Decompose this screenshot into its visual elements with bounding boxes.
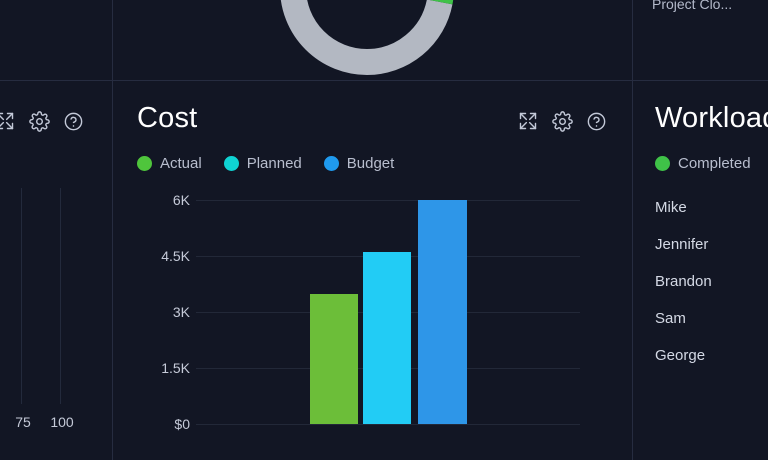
left-chart-gridline	[60, 188, 61, 404]
project-closure-title: Project Clo...	[652, 0, 733, 12]
workload-person-row: Mike	[655, 199, 687, 216]
bar-actual[interactable]	[310, 294, 358, 424]
expand-icon[interactable]	[517, 110, 539, 132]
workload-person-row: George	[655, 347, 706, 364]
bar-planned[interactable]	[363, 252, 411, 424]
legend-swatch-actual	[137, 156, 152, 171]
y-axis-tick: 3K	[172, 304, 190, 320]
panel-divider-right	[632, 0, 633, 460]
workload-title: Workload	[655, 102, 768, 134]
left-chart-xtick: 75	[15, 414, 31, 430]
y-axis-tick: 4.5K	[161, 248, 190, 264]
workload-person-row: Brandon	[655, 273, 712, 290]
legend-label-planned: Planned	[246, 155, 302, 172]
legend-item-budget[interactable]: Budget	[323, 155, 395, 172]
legend-swatch-completed	[655, 156, 670, 171]
cost-legend: Actual Planned Budget	[137, 155, 394, 172]
chart-gridline	[196, 200, 580, 201]
left-chart-gridline	[21, 188, 22, 404]
legend-label-completed: Completed	[678, 155, 751, 172]
panel-divider-left	[112, 0, 113, 460]
project-progress-donut	[275, 0, 459, 80]
legend-swatch-planned	[223, 156, 239, 171]
legend-item-completed[interactable]: Completed	[655, 155, 751, 172]
help-icon[interactable]	[585, 110, 607, 132]
expand-icon[interactable]	[0, 110, 16, 132]
y-axis-tick: $0	[174, 416, 190, 432]
cost-bar-chart	[196, 200, 580, 425]
help-icon[interactable]	[62, 110, 84, 132]
gear-icon[interactable]	[28, 110, 50, 132]
chart-gridline	[196, 424, 580, 425]
workload-person-row: Jennifer	[655, 236, 709, 253]
page-title: Cost	[137, 102, 198, 134]
legend-label-actual: Actual	[160, 155, 202, 172]
left-chart-xtick: 100	[50, 414, 74, 430]
y-axis-tick: 6K	[172, 192, 190, 208]
workload-person-row: Sam	[655, 310, 686, 327]
legend-swatch-budget	[323, 156, 339, 171]
panel-divider-horizontal	[0, 80, 768, 81]
bar-budget[interactable]	[418, 200, 467, 424]
gear-icon[interactable]	[551, 110, 573, 132]
y-axis-tick: 1.5K	[161, 360, 190, 376]
legend-item-planned[interactable]: Planned	[223, 155, 302, 172]
legend-label-budget: Budget	[346, 155, 395, 172]
workload-legend: Completed	[655, 155, 751, 172]
left-card-toolbar	[0, 110, 84, 132]
cost-card-toolbar	[517, 110, 607, 132]
legend-item-actual[interactable]: Actual	[137, 155, 202, 172]
